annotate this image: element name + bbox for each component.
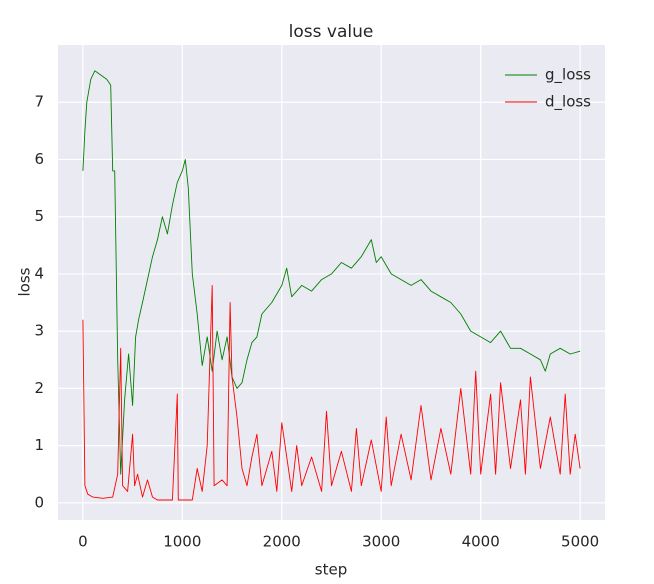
x-axis-label: step [315, 561, 347, 579]
y-tick-label: 0 [34, 493, 44, 511]
legend-label: g_loss [545, 66, 591, 85]
y-tick-label: 3 [34, 322, 44, 340]
plot-area [58, 45, 605, 520]
y-tick-label: 5 [34, 207, 44, 225]
data-line [82, 284, 581, 501]
y-tick-label: 4 [34, 264, 44, 282]
legend-label: d_loss [545, 93, 591, 112]
legend: g_loss d_loss [505, 66, 591, 112]
x-tick-label: 3000 [362, 533, 400, 551]
x-tick-label: 5000 [561, 533, 599, 551]
lines [82, 70, 581, 501]
y-tick-label: 6 [34, 150, 44, 168]
x-tick-label: 2000 [263, 533, 301, 551]
y-tick-label: 2 [34, 379, 44, 397]
x-tick-label: 4000 [462, 533, 500, 551]
y-axis-label: loss [16, 267, 34, 296]
x-tick-label: 1000 [163, 533, 201, 551]
y-tick-label: 1 [34, 436, 44, 454]
x-tick-label: 0 [78, 533, 88, 551]
chart-title: loss value [289, 22, 374, 42]
y-tick-label: 7 [34, 93, 44, 111]
data-line [82, 70, 581, 475]
